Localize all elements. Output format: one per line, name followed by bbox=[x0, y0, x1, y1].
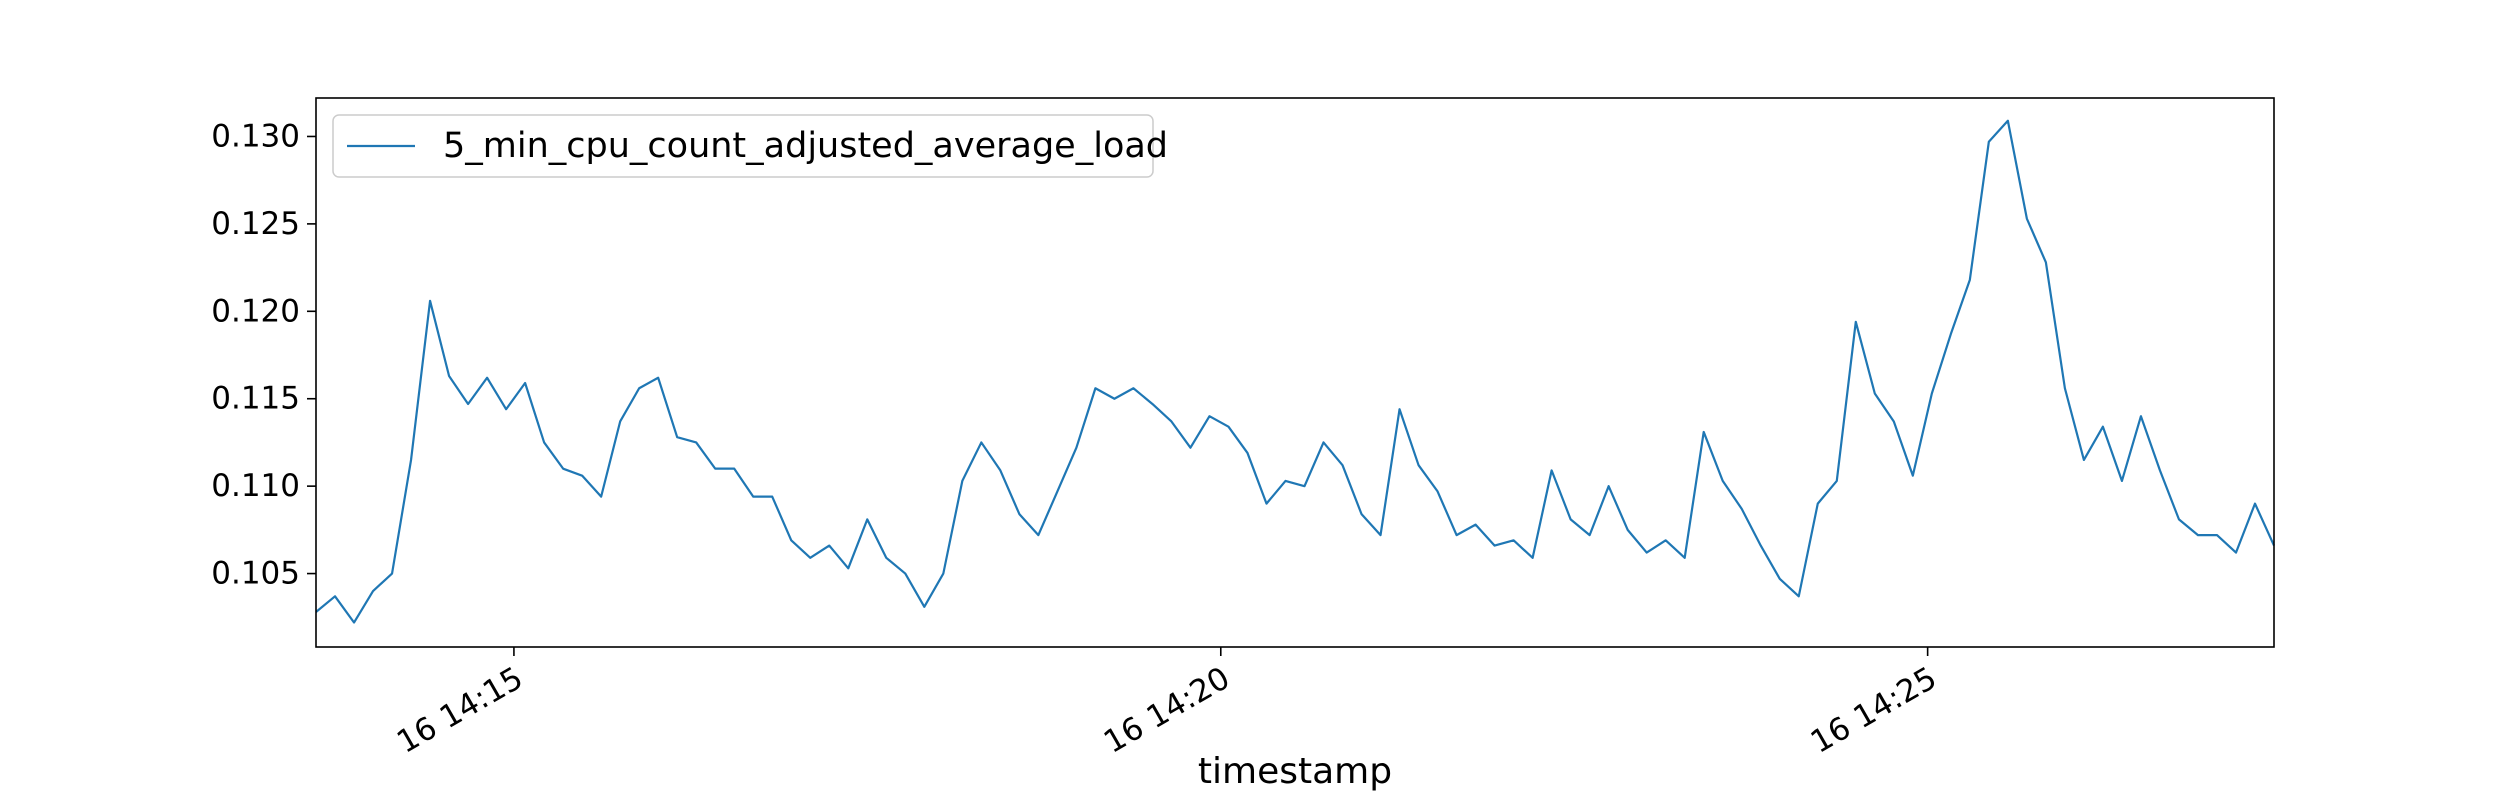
y-tick-label: 0.130 bbox=[211, 118, 300, 154]
axes-frame bbox=[315, 97, 2275, 648]
x-tick-label: 16 14:25 bbox=[1805, 660, 1943, 760]
legend: 5_min_cpu_count_adjusted_average_load bbox=[332, 114, 1168, 178]
x-tick-label: 16 14:15 bbox=[391, 660, 529, 760]
x-axis-label: timestamp bbox=[1198, 751, 1392, 792]
y-tick-label: 0.125 bbox=[211, 206, 300, 242]
y-tick-label: 0.120 bbox=[211, 293, 300, 329]
series-line bbox=[315, 119, 2276, 624]
legend-box bbox=[332, 114, 1154, 178]
axes: 0.105 0.110 0.115 0.120 0.125 0.130 16 14:15 16… bbox=[211, 97, 2275, 761]
y-tick-label: 0.105 bbox=[211, 556, 300, 592]
x-tick-label: 16 14:20 bbox=[1098, 660, 1236, 760]
y-tick-label: 0.110 bbox=[211, 468, 300, 504]
legend-label: 5_min_cpu_count_adjusted_average_load bbox=[443, 126, 1168, 166]
y-tick-label: 0.115 bbox=[211, 381, 300, 417]
plot-area bbox=[315, 119, 2276, 624]
